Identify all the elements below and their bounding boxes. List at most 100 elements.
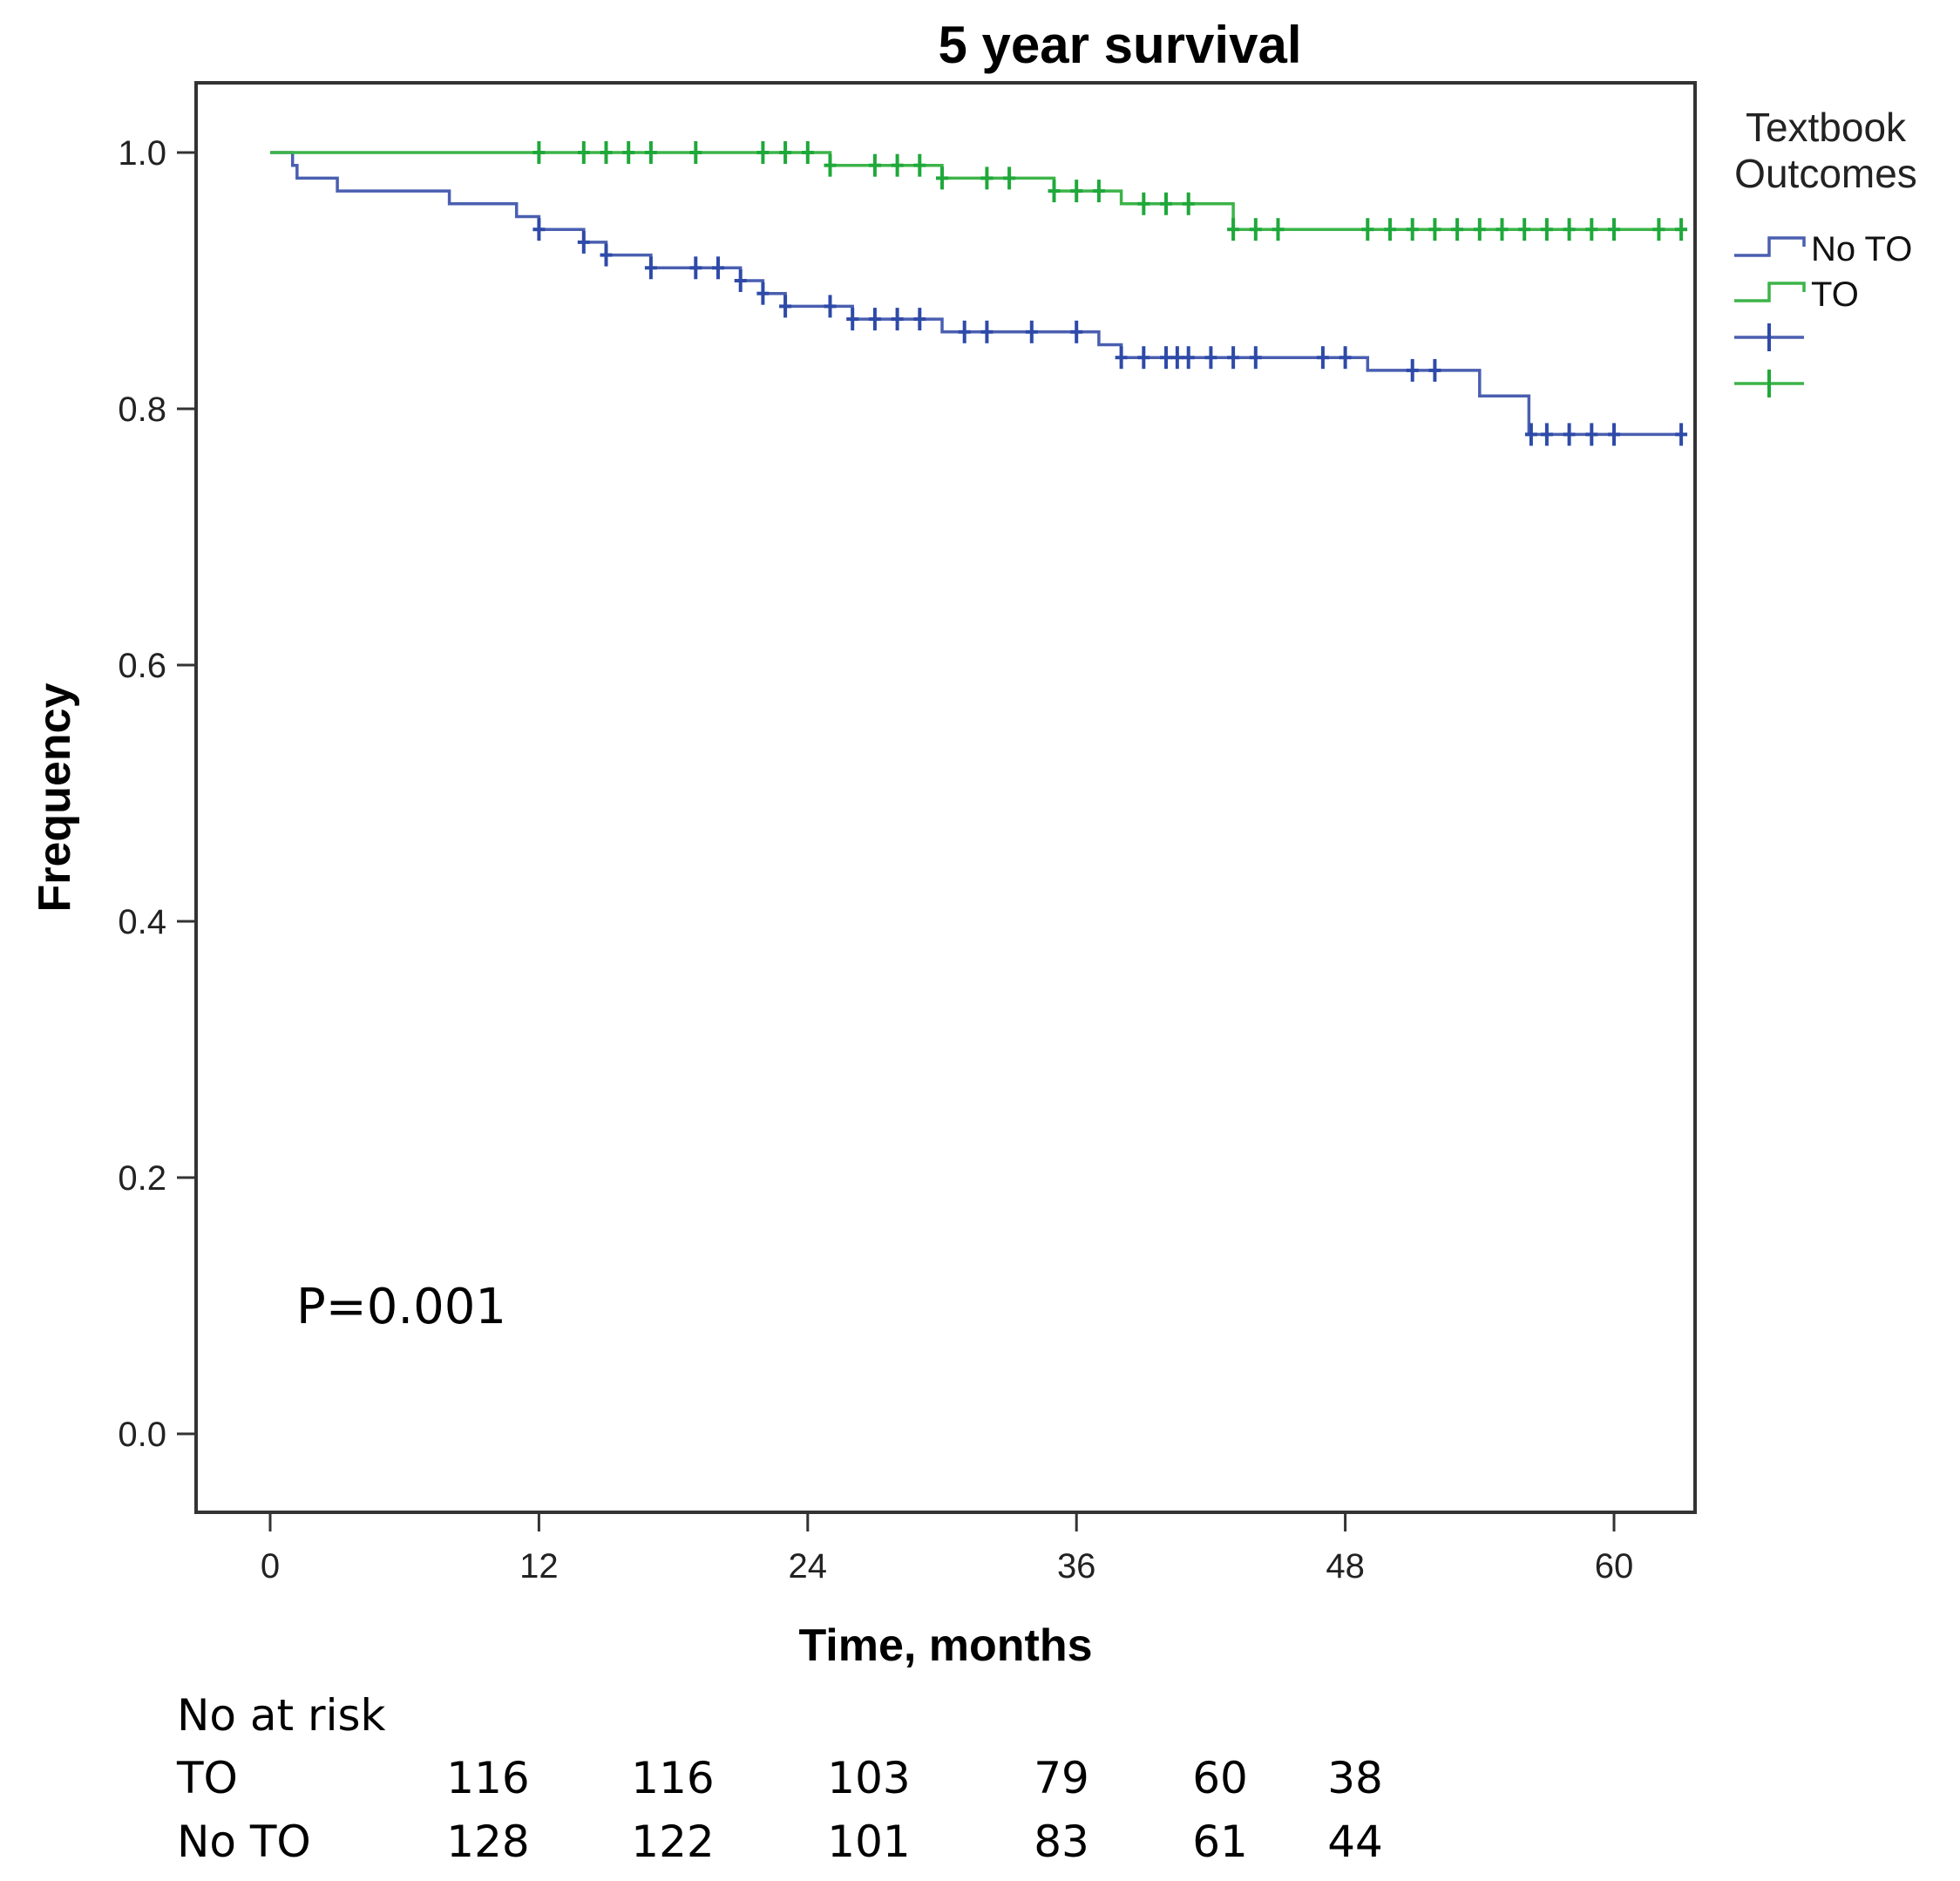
censor-mark-to	[1495, 218, 1509, 241]
risk-table: No at risk TO 116 116 103 79 60 38 No TO 128 122 1…	[176, 1690, 1383, 1867]
x-tick-label: 60	[1595, 1547, 1634, 1586]
censor-mark-no-to	[1585, 423, 1598, 446]
censor-mark-to	[779, 141, 792, 164]
censor-mark-to	[1608, 218, 1620, 241]
censor-mark-no-to	[734, 269, 747, 292]
censor-mark-to	[689, 141, 702, 164]
censor-mark-no-to	[644, 256, 657, 280]
censor-mark-to	[891, 153, 904, 177]
chart-title: 5 year survival	[939, 16, 1302, 74]
censor-mark-no-to	[1675, 423, 1688, 446]
censor-mark-to	[1428, 218, 1441, 241]
censor-mark-to	[980, 166, 994, 190]
censor-mark-no-to	[600, 243, 613, 267]
censor-mark-to	[1518, 218, 1531, 241]
censor-mark-no-to	[1025, 320, 1038, 343]
p-value-annotation: P=0.001	[296, 1279, 506, 1335]
censor-mark-to	[1092, 180, 1105, 203]
risk-cell: 116	[446, 1753, 529, 1803]
censor-mark-no-to	[689, 256, 702, 280]
censor-mark-to	[756, 141, 770, 164]
legend-entry-to-censored	[1734, 370, 1804, 397]
risk-table-header: No at risk	[177, 1690, 386, 1741]
censor-mark-no-to	[958, 320, 971, 343]
censor-mark-to	[1473, 218, 1486, 241]
censor-mark-no-to	[913, 308, 926, 331]
censor-mark-no-to	[1115, 346, 1128, 370]
y-tick-label: 0.0	[118, 1416, 166, 1454]
legend-entry-no-to: No TO	[1734, 230, 1912, 268]
legend-title-line-1: Textbook	[1746, 105, 1907, 150]
censor-mark-to	[1137, 192, 1150, 215]
y-tick-label: 0.6	[118, 647, 166, 685]
censor-mark-no-to	[1249, 346, 1262, 370]
censor-mark-no-to	[1406, 358, 1419, 382]
censor-mark-to	[532, 141, 546, 164]
x-tick-label: 36	[1057, 1547, 1096, 1586]
censor-mark-to	[1048, 180, 1061, 203]
censor-mark-to	[868, 153, 881, 177]
legend-label-to: TO	[1811, 275, 1859, 314]
censor-mark-no-to	[1316, 346, 1329, 370]
risk-cell: 122	[631, 1816, 714, 1867]
censor-mark-no-to	[712, 256, 724, 280]
censor-mark-to	[1384, 218, 1396, 241]
censor-mark-to	[1070, 180, 1083, 203]
risk-cell: 44	[1327, 1816, 1383, 1867]
censor-mark-no-to	[980, 320, 994, 343]
censor-mark-no-to	[868, 308, 881, 331]
risk-cell: 128	[446, 1816, 529, 1867]
censor-layer	[532, 141, 1688, 446]
censor-mark-to	[600, 141, 613, 164]
censor-mark-to	[1249, 218, 1262, 241]
censor-mark-to	[1585, 218, 1598, 241]
censor-mark-no-to	[1608, 423, 1620, 446]
plot-area	[194, 81, 1697, 1514]
censor-mark-to	[1272, 218, 1285, 241]
legend-entry-no-to-censored	[1734, 323, 1804, 351]
censor-mark-no-to	[1540, 423, 1553, 446]
risk-cell: 60	[1192, 1753, 1248, 1803]
censor-mark-no-to	[1563, 423, 1576, 446]
x-axis: 0 12 24 36 48 60	[261, 1512, 1633, 1586]
y-tick-label: 0.2	[118, 1159, 166, 1198]
censor-mark-to	[644, 141, 657, 164]
censor-mark-to	[1003, 166, 1016, 190]
x-tick-label: 24	[789, 1547, 828, 1586]
legend-entry-to: TO	[1734, 275, 1859, 314]
censor-mark-to	[1451, 218, 1464, 241]
y-tick-label: 1.0	[118, 134, 166, 173]
censor-mark-no-to	[1524, 423, 1537, 446]
legend-label-no-to: No TO	[1811, 230, 1912, 268]
risk-row-no-to: No TO 128 122 101 83 61 44	[177, 1816, 1383, 1867]
legend-swatch-no-to	[1734, 236, 1806, 257]
plot-frame	[194, 81, 1697, 1514]
x-tick-label: 0	[261, 1547, 280, 1586]
risk-row-label: No TO	[177, 1816, 311, 1867]
censor-mark-no-to	[891, 308, 904, 331]
censor-mark-no-to	[1160, 346, 1172, 370]
risk-cell: 103	[827, 1753, 910, 1803]
y-tick-label: 0.4	[118, 903, 166, 941]
risk-cell: 38	[1327, 1753, 1383, 1803]
censor-mark-to	[1675, 218, 1688, 241]
censor-mark-to	[1563, 218, 1576, 241]
censor-mark-to	[1227, 218, 1240, 241]
censor-mark-no-to	[1070, 320, 1083, 343]
risk-row-to: TO 116 116 103 79 60 38	[176, 1753, 1383, 1803]
censor-mark-to	[801, 141, 814, 164]
censor-mark-to	[1182, 192, 1195, 215]
censor-mark-no-to	[846, 308, 859, 331]
legend: Textbook Outcomes No TO TO	[1734, 105, 1917, 397]
risk-cell: 116	[631, 1753, 714, 1803]
censor-mark-no-to	[756, 282, 770, 305]
y-axis-label: Frequency	[30, 682, 80, 912]
censor-mark-no-to	[1227, 346, 1240, 370]
censor-mark-no-to	[1182, 346, 1195, 370]
legend-title-line-2: Outcomes	[1734, 151, 1917, 196]
x-axis-label: Time, months	[798, 1620, 1092, 1671]
risk-cell: 83	[1034, 1816, 1089, 1867]
censor-mark-no-to	[779, 295, 792, 318]
legend-swatch-to	[1734, 282, 1806, 302]
